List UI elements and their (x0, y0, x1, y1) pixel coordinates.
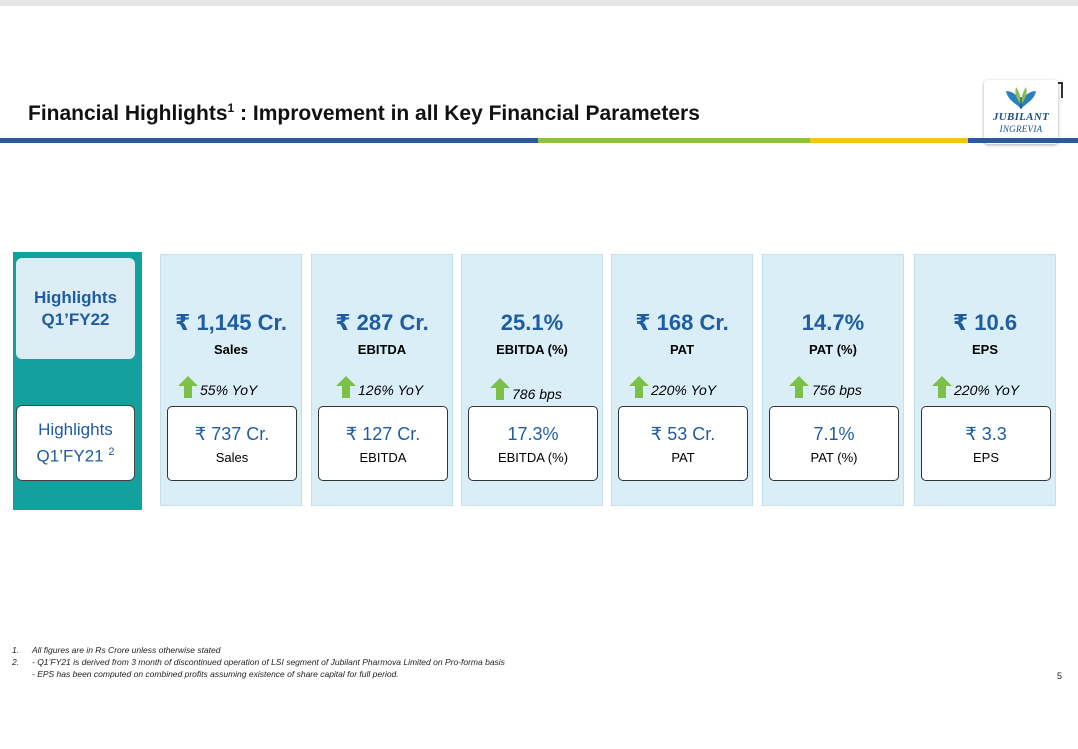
metric-card-pat-percent: 14.7% PAT (%) 756 bps 7.1% PAT (%) (762, 254, 904, 506)
butterfly-leaf-icon (1006, 87, 1036, 109)
current-value: ₹ 10.6 (952, 310, 1018, 335)
metric-card-ebitda-percent: 25.1% EBITDA (%) 786 bps 17.3% EBITDA (%… (461, 254, 603, 506)
previous-label: PAT (671, 450, 695, 465)
footnote-text: - EPS has been computed on combined prof… (32, 669, 399, 679)
footnote-number: 1. (12, 645, 20, 655)
up-arrow-icon (629, 376, 649, 398)
metric-card-eps: ₹ 10.6 EPS 220% YoY ₹ 3.3 EPS (914, 254, 1056, 506)
up-arrow-icon (336, 376, 356, 398)
bps-change: 756 bps (812, 382, 862, 398)
previous-label: Sales (215, 450, 249, 465)
previous-value: 17.3% (507, 424, 559, 444)
previous-value: ₹ 737 Cr. (194, 424, 270, 444)
previous-label: EBITDA (%) (497, 450, 569, 465)
previous-label: PAT (%) (810, 450, 858, 465)
current-label: EPS (971, 342, 998, 357)
previous-metric-box: ₹ 127 Cr. EBITDA (318, 406, 448, 481)
up-arrow-icon (178, 376, 198, 398)
footnote-text: - Q1’FY21 is derived from 3 month of dis… (32, 657, 505, 667)
yoy-change: 55% YoY (200, 382, 258, 398)
previous-label: EPS (972, 450, 999, 465)
header-rule-yellow (810, 138, 968, 143)
title-main: Financial Highlights (28, 102, 228, 125)
previous-metric-box: 17.3% EBITDA (%) (468, 406, 598, 481)
footnote-text: All figures are in Rs Crore unless other… (32, 645, 221, 655)
current-value: ₹ 1,145 Cr. (175, 310, 287, 335)
previous-value: ₹ 127 Cr. (345, 424, 421, 444)
current-label: PAT (%) (809, 342, 857, 357)
page-title: Financial Highlights1 : Improvement in a… (28, 102, 700, 126)
highlights-current-line2: Q1’FY22 (41, 309, 110, 329)
footnote-number: 2. (12, 657, 20, 667)
previous-metric-box: ₹ 3.3 EPS (921, 406, 1051, 481)
highlights-previous-line1: Highlights (38, 419, 113, 439)
current-value: 25.1% (500, 310, 564, 335)
title-footnote-ref: 1 (227, 101, 235, 115)
footnotes: 1. All figures are in Rs Crore unless oth… (12, 644, 505, 680)
header-rule-green (538, 138, 810, 143)
yoy-change: 126% YoY (358, 382, 424, 398)
metric-card-sales: ₹ 1,145 Cr. Sales 55% YoY ₹ 737 Cr. Sale… (160, 254, 302, 506)
current-value: ₹ 168 Cr. (635, 310, 729, 335)
yoy-change: 220% YoY (651, 382, 717, 398)
highlights-current-line1: Highlights (33, 287, 118, 307)
yoy-change: 220% YoY (954, 382, 1020, 398)
header-rule-navy (968, 138, 1078, 143)
highlights-previous-line2: Q1’FY21 (36, 446, 104, 466)
logo-text-ingrevia: INGREVIA (999, 124, 1043, 134)
title-rest: : Improvement in all Key Financial Param… (234, 102, 700, 125)
header-rule-blue (0, 138, 538, 143)
metric-card-pat: ₹ 168 Cr. PAT 220% YoY ₹ 53 Cr. PAT (611, 254, 753, 506)
up-arrow-icon (932, 376, 952, 398)
current-label: Sales (214, 342, 248, 357)
previous-metric-box: ₹ 53 Cr. PAT (618, 406, 748, 481)
current-value: 14.7% (801, 310, 865, 335)
previous-metric-box: 7.1% PAT (%) (769, 406, 899, 481)
previous-value: ₹ 53 Cr. (650, 424, 716, 444)
previous-label: EBITDA (359, 450, 407, 465)
logo-corner-mark (1058, 82, 1063, 98)
footnote-1: 1. All figures are in Rs Crore unless oth… (12, 644, 505, 656)
top-strip (0, 0, 1078, 6)
current-label: PAT (669, 342, 695, 357)
previous-metric-box: ₹ 737 Cr. Sales (167, 406, 297, 481)
current-label: EBITDA (357, 342, 407, 357)
current-label: EBITDA (%) (496, 342, 568, 357)
footnote-2: 2. - Q1’FY21 is derived from 3 month of d… (12, 656, 505, 668)
highlights-previous-footnote-ref: 2 (108, 445, 115, 458)
previous-value: 7.1% (813, 424, 855, 444)
bps-change: 786 bps (512, 386, 562, 402)
metric-card-ebitda: ₹ 287 Cr. EBITDA 126% YoY ₹ 127 Cr. EBIT… (311, 254, 453, 506)
company-logo: JUBILANT INGREVIA (984, 80, 1058, 144)
highlights-current-label: Highlights Q1’FY22 (16, 258, 135, 359)
footnote-2-continued: - EPS has been computed on combined prof… (12, 668, 505, 680)
previous-value: ₹ 3.3 (965, 424, 1007, 444)
highlights-previous-label: Highlights Q1’FY21 2 (16, 405, 135, 481)
page-number: 5 (1057, 671, 1063, 681)
up-arrow-icon (490, 378, 510, 400)
current-value: ₹ 287 Cr. (335, 310, 429, 335)
logo-text-jubilant: JUBILANT (992, 111, 1050, 123)
up-arrow-icon (789, 376, 809, 398)
